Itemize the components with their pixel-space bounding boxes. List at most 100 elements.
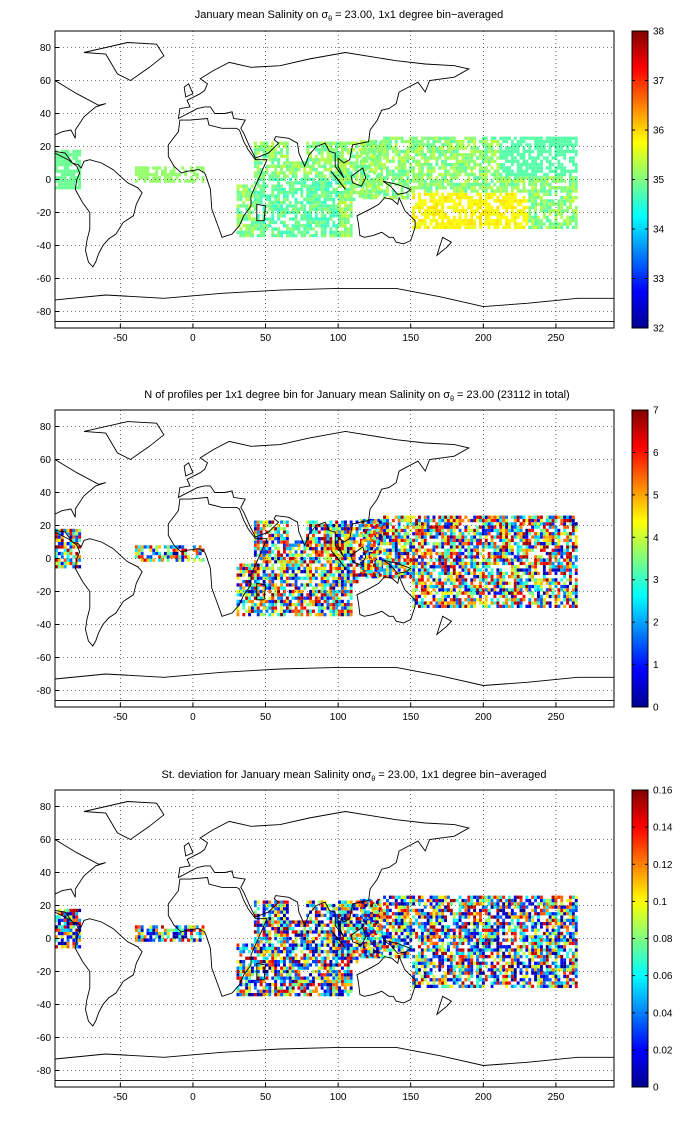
data-bin	[283, 207, 286, 211]
data-bin	[394, 143, 398, 147]
data-bin	[499, 222, 503, 226]
data-bin	[560, 588, 564, 592]
data-bin	[560, 568, 564, 572]
data-bin	[467, 601, 471, 605]
data-bin	[481, 153, 485, 157]
data-bin	[268, 553, 272, 557]
data-bin	[242, 230, 246, 234]
data-bin	[522, 598, 526, 602]
data-bin	[429, 166, 433, 170]
data-bin	[253, 220, 257, 224]
data-bin	[551, 548, 555, 552]
data-bin	[320, 596, 324, 600]
data-bin	[338, 181, 341, 185]
data-bin	[435, 139, 439, 144]
data-bin	[499, 555, 503, 559]
data-bin	[391, 146, 395, 150]
data-bin	[571, 196, 575, 200]
data-bin	[60, 159, 64, 163]
data-bin	[534, 186, 537, 190]
data-bin	[271, 613, 275, 617]
data-bin	[297, 609, 301, 613]
data-bin	[571, 588, 575, 592]
data-bin	[198, 166, 202, 170]
data-bin	[283, 220, 286, 224]
data-bin	[513, 555, 517, 559]
data-bin	[242, 586, 246, 590]
data-bin	[444, 551, 447, 556]
data-bin	[438, 565, 442, 569]
data-bin	[341, 523, 344, 528]
data-bin	[505, 166, 508, 170]
data-bin	[78, 535, 82, 539]
data-bin	[256, 523, 260, 528]
data-bin	[516, 146, 520, 150]
data-bin	[473, 225, 477, 229]
data-bin	[371, 538, 375, 542]
data-bin	[63, 179, 67, 183]
data-bin	[274, 560, 278, 564]
data-bin	[380, 522, 384, 526]
data-bin	[499, 525, 503, 529]
data-bin	[508, 222, 511, 226]
data-bin	[346, 609, 350, 613]
data-bin	[329, 174, 333, 178]
data-bin	[274, 168, 278, 172]
data-bin	[449, 225, 453, 229]
data-bin	[426, 528, 430, 533]
data-bin	[409, 558, 413, 562]
data-bin	[294, 204, 298, 208]
data-bin	[262, 520, 266, 524]
data-bin	[303, 161, 307, 165]
data-bin	[513, 584, 517, 589]
data-bin	[441, 196, 445, 200]
data-bin	[268, 207, 272, 211]
data-bin	[537, 604, 540, 608]
data-bin	[484, 189, 488, 193]
data-bin	[265, 573, 269, 577]
data-bin	[406, 551, 410, 556]
data-bin	[441, 604, 445, 608]
data-bin	[343, 613, 347, 617]
data-bin	[253, 576, 257, 580]
data-bin	[473, 202, 477, 206]
data-bin	[317, 148, 321, 152]
data-bin	[329, 530, 333, 534]
data-bin	[449, 166, 453, 170]
data-bin	[332, 540, 336, 544]
data-bin	[569, 598, 572, 602]
data-bin	[184, 179, 188, 183]
data-bin	[181, 545, 185, 549]
data-bin	[534, 558, 537, 562]
data-bin	[464, 598, 468, 602]
data-bin	[175, 551, 179, 556]
data-bin	[505, 535, 508, 539]
data-bin	[461, 545, 465, 549]
data-bin	[569, 538, 572, 542]
data-bin	[540, 169, 543, 173]
data-bin	[452, 222, 456, 226]
data-bin	[57, 561, 61, 566]
data-bin	[268, 537, 272, 541]
data-bin	[326, 540, 330, 544]
data-bin	[519, 222, 523, 226]
data-bin	[314, 234, 318, 238]
data-bin	[528, 591, 532, 595]
data-bin	[545, 176, 549, 180]
data-bin	[479, 542, 482, 546]
data-bin	[447, 518, 450, 523]
data-bin	[329, 151, 333, 155]
data-bin	[283, 144, 286, 149]
data-bin	[423, 571, 427, 575]
data-bin	[329, 230, 333, 234]
data-bin	[525, 169, 529, 173]
data-bin	[190, 166, 193, 170]
data-bin	[563, 156, 567, 160]
data-bin	[496, 584, 500, 589]
data-bin	[542, 535, 546, 539]
data-bin	[423, 528, 427, 533]
data-bin	[394, 558, 398, 562]
data-bin	[525, 532, 529, 536]
data-bin	[542, 601, 546, 605]
